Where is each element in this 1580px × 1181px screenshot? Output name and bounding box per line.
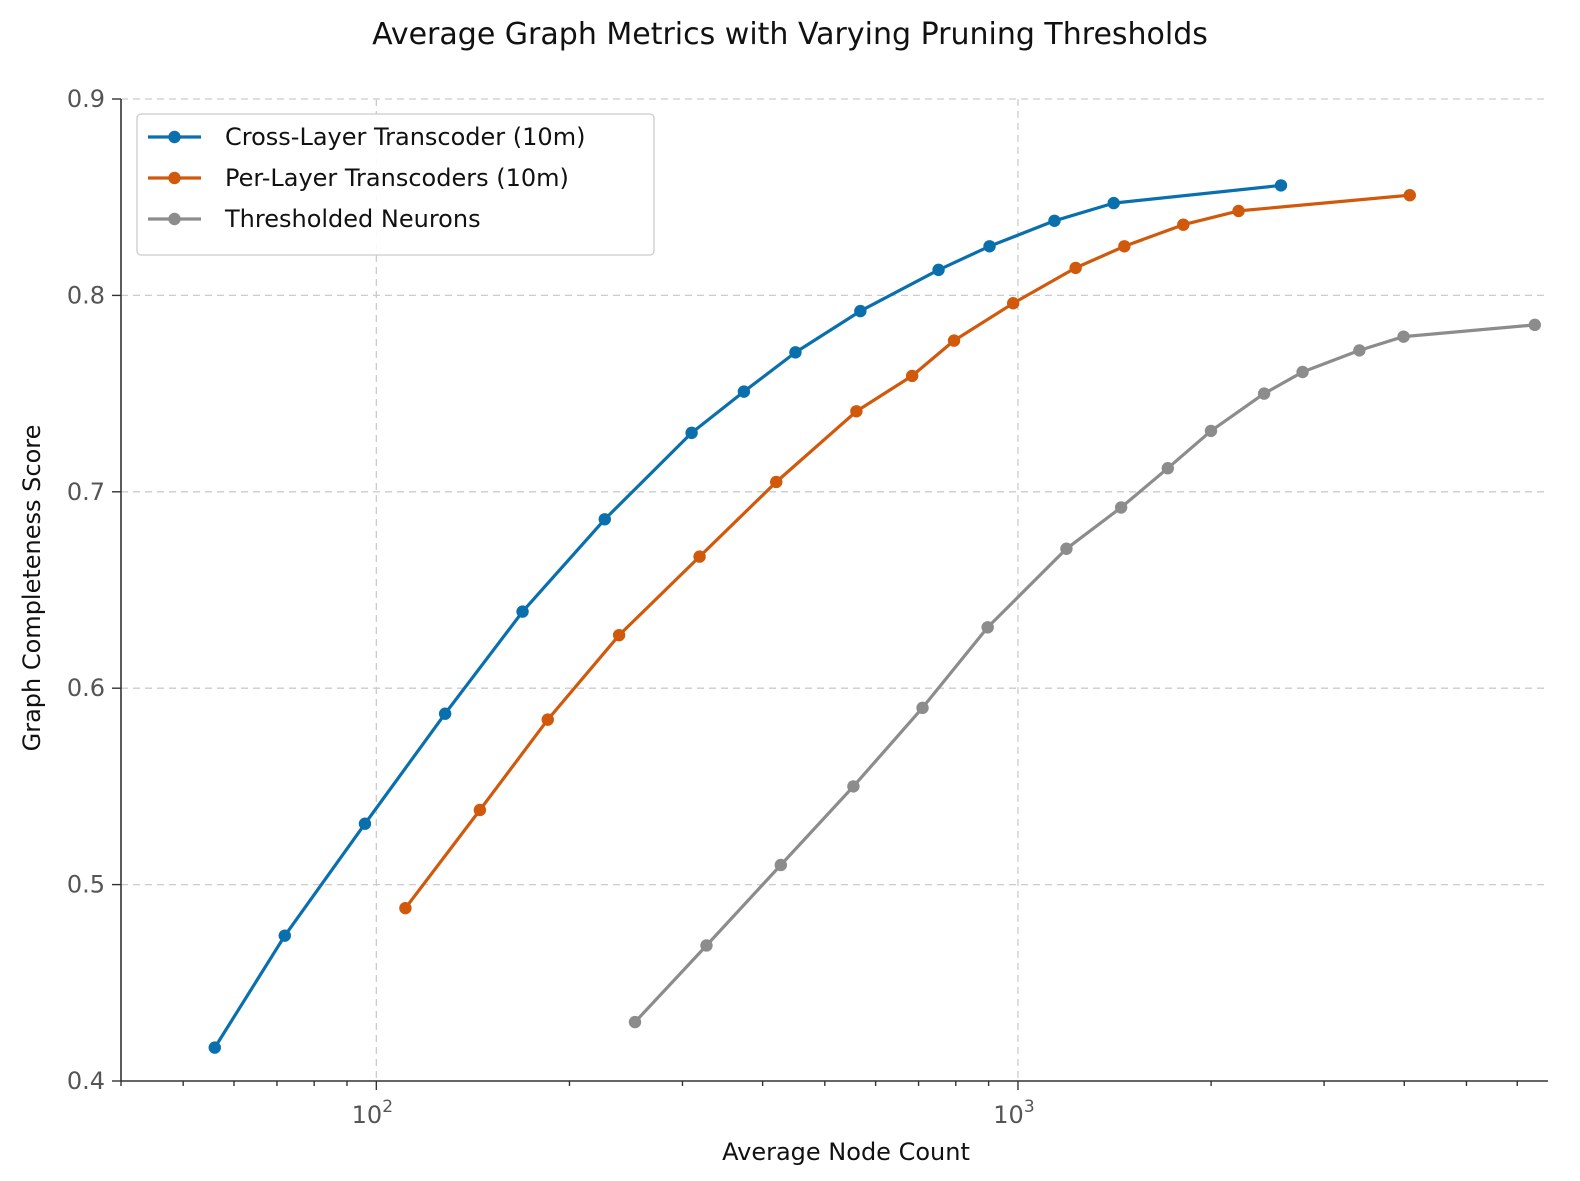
series-line (213, 183, 1282, 1049)
data-point (1397, 330, 1410, 343)
data-point (1403, 189, 1416, 202)
data-point (916, 701, 929, 715)
axes: 0.4 0.5 0.6 0.7 0.8 0.9 102 103 (67, 85, 1548, 1129)
data-point (770, 475, 783, 489)
legend-swatch-marker (168, 212, 181, 226)
data-point (516, 605, 529, 618)
data-point (1528, 318, 1541, 332)
data-point (850, 405, 863, 418)
data-point (1232, 204, 1245, 218)
data-point (847, 780, 860, 793)
legend-entry: Per-Layer Transcoders (10m) (148, 164, 569, 192)
x-tick-label: 102 (352, 1097, 393, 1129)
y-tick-label: 0.9 (67, 85, 105, 113)
data-point (774, 858, 788, 872)
data-point (1296, 365, 1309, 379)
grid-lines (121, 98, 1548, 1081)
series-layer (208, 179, 1541, 1054)
legend-entry: Cross-Layer Transcoder (10m) (148, 123, 585, 151)
data-point (1114, 501, 1128, 514)
x-axis-label: Average Node Count (722, 1138, 970, 1166)
data-point (905, 369, 919, 383)
chart-title: Average Graph Metrics with Varying Pruni… (372, 17, 1208, 52)
data-point (358, 817, 372, 830)
data-point (947, 334, 961, 347)
y-tick-label: 0.5 (67, 871, 105, 899)
data-point (399, 901, 412, 915)
series-line (404, 193, 1410, 910)
data-point (700, 939, 713, 952)
data-point (1177, 218, 1190, 231)
series-3 (628, 318, 1541, 1029)
data-point (737, 385, 751, 398)
data-point (693, 550, 706, 563)
legend-label: Cross-Layer Transcoder (10m) (225, 123, 585, 151)
data-point (1107, 196, 1120, 210)
legend-box (136, 113, 655, 256)
data-point (1161, 462, 1174, 475)
legend-swatch-marker (168, 130, 181, 144)
data-point (1069, 261, 1082, 275)
data-point (854, 304, 867, 318)
y-tick-label: 0.6 (67, 674, 105, 702)
legend-entry: Thresholded Neurons (148, 205, 481, 233)
x-tick-label: 103 (993, 1097, 1034, 1129)
series-2 (399, 189, 1416, 915)
data-point (541, 713, 554, 726)
data-point (598, 513, 611, 526)
y-axis-label: Graph Completeness Score (18, 425, 46, 752)
data-point (1048, 214, 1061, 227)
legend: Cross-Layer Transcoder (10m) Per-Layer Tr… (136, 113, 655, 256)
data-point (685, 426, 698, 440)
data-point (1257, 387, 1271, 400)
data-point (438, 707, 452, 720)
series-line (633, 323, 1535, 1024)
data-point (473, 803, 487, 817)
data-point (208, 1041, 221, 1054)
data-point (1204, 424, 1218, 438)
legend-label: Thresholded Neurons (224, 205, 481, 233)
data-point (981, 621, 994, 634)
legend-label: Per-Layer Transcoders (10m) (225, 164, 569, 192)
data-point (1274, 179, 1288, 192)
y-tick-label: 0.8 (67, 281, 105, 309)
data-point (1118, 240, 1131, 253)
series-1 (208, 179, 1288, 1054)
data-point (1353, 344, 1366, 357)
legend-swatch-marker (168, 171, 181, 185)
data-point (1060, 542, 1073, 555)
data-point (789, 346, 802, 359)
y-tick-label: 0.7 (67, 478, 105, 506)
data-point (278, 929, 291, 942)
data-point (612, 628, 626, 642)
data-point (628, 1015, 642, 1029)
y-tick-label: 0.4 (67, 1067, 105, 1095)
data-point (983, 240, 996, 253)
data-point (1006, 297, 1020, 310)
data-point (932, 263, 945, 277)
